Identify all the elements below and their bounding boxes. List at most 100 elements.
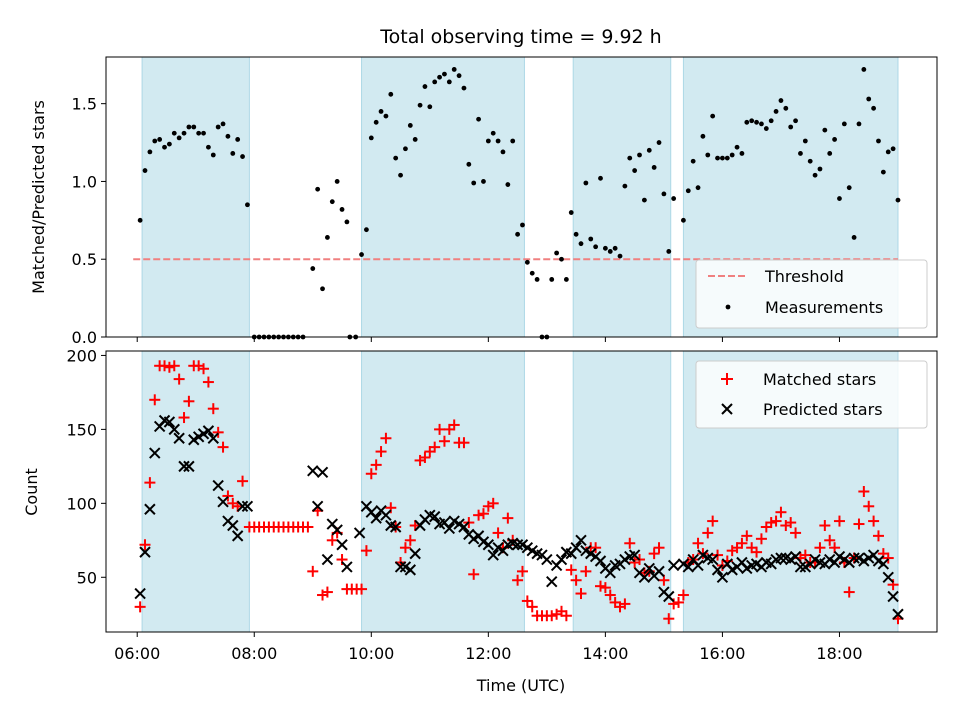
measurement-point [206, 144, 211, 150]
measurement-point [383, 113, 389, 119]
predicted-point [653, 565, 665, 578]
predicted-point [139, 546, 151, 558]
measurement-point [215, 124, 221, 130]
predicted-point [575, 534, 587, 547]
matched-point [222, 490, 234, 502]
measurement-point [417, 102, 423, 108]
top-y-tick-label: 1.5 [72, 95, 97, 114]
measurement-point [201, 130, 206, 136]
measurement-point [373, 119, 379, 125]
matched-point [458, 437, 470, 449]
measurement-point [866, 96, 872, 102]
matched-point [399, 542, 411, 554]
bottom-y-tick-label: 200 [66, 346, 97, 365]
measurement-point [412, 137, 418, 142]
predicted-point [134, 587, 146, 600]
measurement-point [471, 180, 477, 186]
measurement-point [700, 133, 706, 139]
top-y-tick-label: 0.5 [72, 250, 97, 269]
matched-point [178, 412, 190, 424]
measurement-point [568, 210, 574, 215]
measurement-point [476, 116, 481, 122]
matched-point [159, 360, 171, 372]
matched-point [546, 610, 558, 622]
predicted-point [628, 549, 641, 561]
predicted-point [570, 541, 582, 554]
predicted-point [183, 460, 195, 473]
shaded-interval-2 [572, 350, 672, 633]
x-tick-label: 12:00 [465, 644, 511, 663]
matched-point [853, 518, 865, 530]
matched-point [217, 441, 229, 453]
measurement-point [724, 155, 730, 161]
matched-point [707, 515, 719, 527]
measurement-point [656, 140, 662, 145]
measurement-point [637, 152, 642, 158]
measurement-point [407, 123, 413, 128]
legend-threshold-label: Threshold [764, 267, 844, 286]
measurement-point [554, 250, 560, 256]
matched-point [673, 596, 685, 608]
matched-point [360, 545, 372, 557]
measurement-point [442, 71, 447, 77]
measurement-point [176, 135, 182, 141]
measurement-point [807, 158, 813, 164]
predicted-point [458, 521, 470, 533]
measurement-point [210, 152, 216, 158]
measurement-point [661, 191, 667, 197]
bottom-y-axis: 50 100 150 200 [66, 346, 106, 587]
measurement-point [793, 118, 798, 124]
measurement-point [152, 138, 158, 144]
measurement-point [485, 138, 491, 144]
matched-point [307, 565, 319, 577]
measurement-point [885, 149, 891, 155]
measurement-point [763, 126, 769, 131]
matched-point [858, 486, 870, 497]
x-tick-label: 06:00 [114, 644, 160, 663]
measurement-point [578, 241, 584, 247]
matched-star-points [134, 360, 904, 625]
measurement-point [230, 151, 236, 156]
matched-point [521, 595, 533, 607]
measurement-point [466, 161, 472, 167]
measurement-point [705, 152, 711, 158]
measurement-point [196, 130, 202, 136]
measurement-point [588, 236, 594, 242]
measurement-point [690, 158, 696, 164]
top-y-tick-label: 0.0 [72, 328, 97, 347]
matched-point [595, 580, 607, 592]
measurement-point [744, 119, 750, 125]
matched-point [163, 361, 175, 373]
predicted-point [794, 561, 807, 573]
predicted-point [144, 503, 156, 515]
measurement-point [768, 118, 774, 124]
predicted-point [555, 553, 568, 566]
predicted-point [331, 524, 343, 536]
top-legend-box [695, 259, 928, 329]
measurement-point [235, 137, 241, 142]
matched-point [565, 564, 577, 576]
measurement-point [157, 137, 163, 142]
matched-point [736, 537, 748, 549]
measurement-point [325, 235, 330, 240]
matched-point [775, 506, 787, 518]
measurement-point [602, 245, 608, 251]
measurement-point [359, 252, 364, 257]
measurement-point [593, 244, 599, 250]
measurement-point [827, 151, 833, 156]
matched-point [658, 574, 670, 586]
matched-point [755, 533, 767, 545]
top-x-ticks [136, 337, 840, 342]
predicted-point [394, 561, 407, 573]
measurement-point [446, 79, 452, 85]
measurement-point [754, 119, 759, 125]
predicted-point [389, 521, 402, 533]
matched-point [173, 373, 185, 385]
measurement-point [671, 196, 677, 201]
predicted-point [168, 423, 180, 436]
measurement-point [142, 168, 148, 173]
matched-point [882, 552, 894, 564]
matched-point [790, 527, 802, 539]
predicted-point [682, 561, 694, 573]
measurement-point [651, 165, 657, 170]
